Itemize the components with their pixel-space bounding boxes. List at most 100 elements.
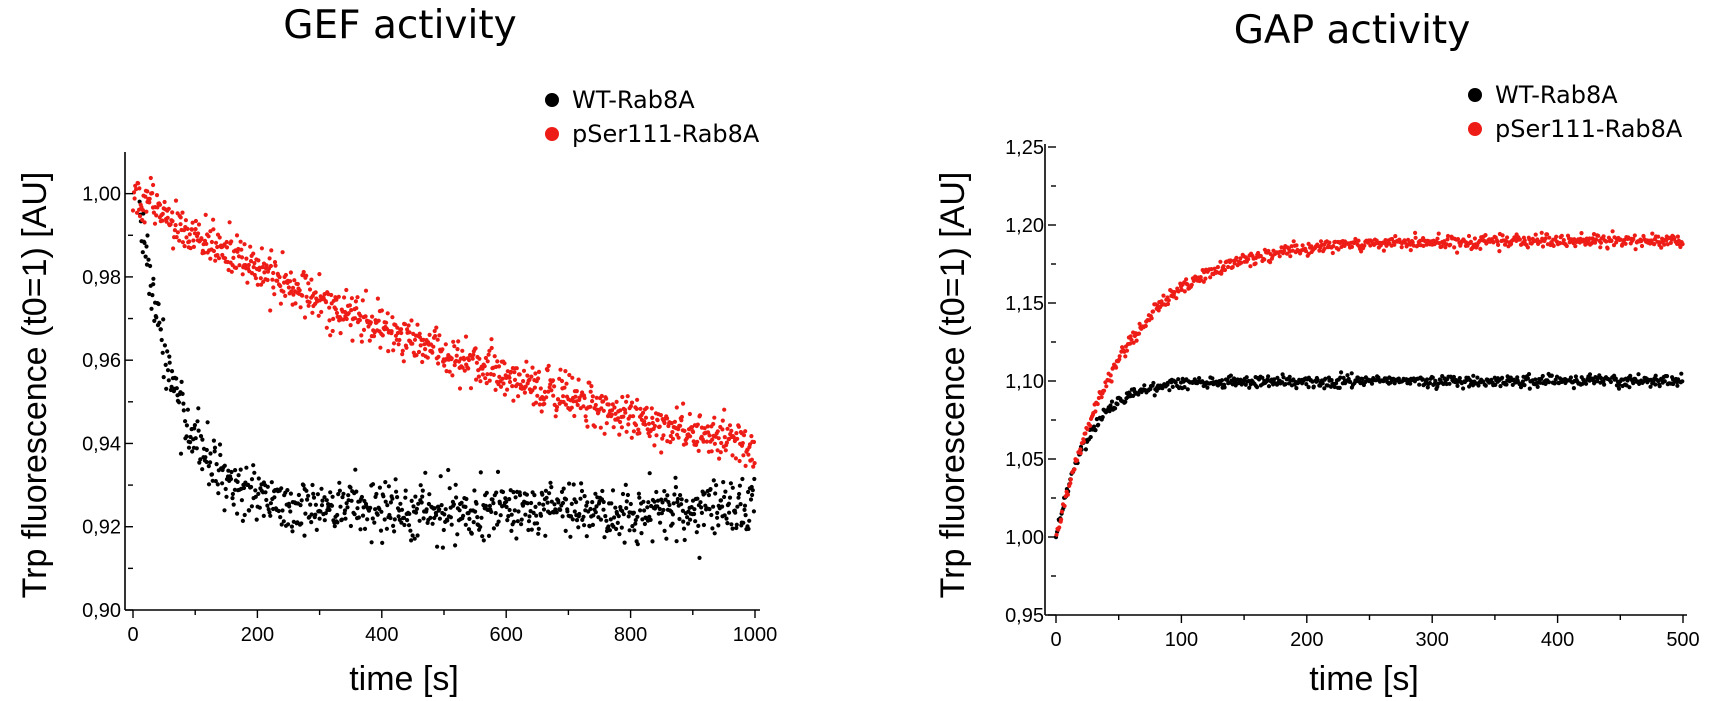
data-point xyxy=(717,456,722,461)
data-point xyxy=(494,490,499,495)
data-point xyxy=(563,369,568,374)
data-point xyxy=(511,398,516,403)
data-point xyxy=(691,439,696,444)
data-point xyxy=(397,337,402,343)
data-point xyxy=(379,308,384,313)
data-point xyxy=(563,402,569,407)
data-point xyxy=(362,526,368,532)
data-point xyxy=(393,477,398,482)
data-point xyxy=(553,414,558,419)
data-point xyxy=(420,488,425,493)
data-point xyxy=(681,526,687,531)
data-point xyxy=(240,518,245,524)
data-point xyxy=(196,231,201,236)
data-point xyxy=(723,489,728,494)
data-point xyxy=(517,372,522,377)
data-point xyxy=(658,520,663,525)
gap-activity-chart: GAP activity time [s] Trp fluorescence (… xyxy=(934,8,1700,698)
data-point xyxy=(1442,239,1447,244)
data-point xyxy=(143,194,148,199)
data-point xyxy=(561,394,566,399)
data-point xyxy=(249,504,254,509)
data-point xyxy=(1362,243,1367,248)
data-point xyxy=(1176,377,1181,382)
data-point xyxy=(1573,244,1578,249)
data-point xyxy=(492,354,497,359)
data-point xyxy=(211,217,216,222)
data-point xyxy=(1650,231,1655,236)
data-point xyxy=(251,251,256,256)
data-point xyxy=(489,509,494,514)
data-point xyxy=(425,355,430,360)
data-point xyxy=(1591,232,1597,237)
data-point xyxy=(724,516,729,521)
data-point xyxy=(1476,383,1481,388)
data-point xyxy=(313,290,318,295)
data-point xyxy=(1433,378,1438,383)
data-point xyxy=(576,525,581,530)
data-point xyxy=(234,265,239,270)
data-point xyxy=(1197,376,1202,381)
data-point xyxy=(711,504,716,509)
data-point xyxy=(394,489,399,494)
data-point xyxy=(357,318,362,323)
data-point xyxy=(1173,380,1178,385)
data-point xyxy=(619,525,624,530)
data-point xyxy=(593,510,598,515)
data-point xyxy=(1605,246,1610,251)
data-point xyxy=(446,467,451,473)
data-point xyxy=(212,445,218,450)
data-point xyxy=(213,479,218,484)
data-point xyxy=(738,502,743,507)
data-point xyxy=(609,501,614,506)
data-point xyxy=(474,377,479,382)
data-point xyxy=(417,331,422,336)
data-point xyxy=(191,244,196,249)
data-point xyxy=(158,327,163,332)
data-point xyxy=(431,344,436,349)
data-point xyxy=(657,424,662,429)
data-point xyxy=(1662,242,1667,247)
data-point xyxy=(259,246,264,251)
data-point xyxy=(1656,378,1661,384)
data-point xyxy=(652,423,658,429)
data-point xyxy=(512,508,517,513)
data-point xyxy=(686,521,691,526)
data-point xyxy=(151,182,156,188)
data-point xyxy=(620,508,625,514)
data-point xyxy=(230,496,235,501)
data-point xyxy=(160,211,165,216)
data-point xyxy=(252,272,257,278)
data-point xyxy=(449,356,454,361)
data-point xyxy=(1113,406,1118,411)
data-point xyxy=(514,536,519,541)
data-point xyxy=(399,507,405,512)
data-point xyxy=(617,532,622,537)
data-point xyxy=(1465,243,1470,248)
data-point xyxy=(413,510,419,515)
data-point xyxy=(570,375,575,380)
data-point xyxy=(715,515,720,520)
data-point xyxy=(475,515,480,520)
data-point xyxy=(1421,236,1426,241)
data-point xyxy=(522,390,528,395)
data-point xyxy=(1549,373,1554,378)
data-point xyxy=(203,455,208,460)
data-point xyxy=(659,511,665,516)
data-point xyxy=(727,423,733,428)
data-point xyxy=(1527,237,1532,242)
data-point xyxy=(710,437,715,442)
data-point xyxy=(259,282,264,287)
data-point xyxy=(487,503,492,508)
data-point xyxy=(624,506,629,511)
data-point xyxy=(493,387,498,392)
x-axis-label: time [s] xyxy=(349,660,459,698)
data-point xyxy=(509,512,514,517)
data-point xyxy=(309,512,314,517)
data-point xyxy=(278,283,283,289)
data-point xyxy=(209,239,214,245)
data-point xyxy=(307,287,313,292)
data-point xyxy=(342,295,347,300)
data-point xyxy=(268,501,273,506)
data-point xyxy=(406,323,411,328)
